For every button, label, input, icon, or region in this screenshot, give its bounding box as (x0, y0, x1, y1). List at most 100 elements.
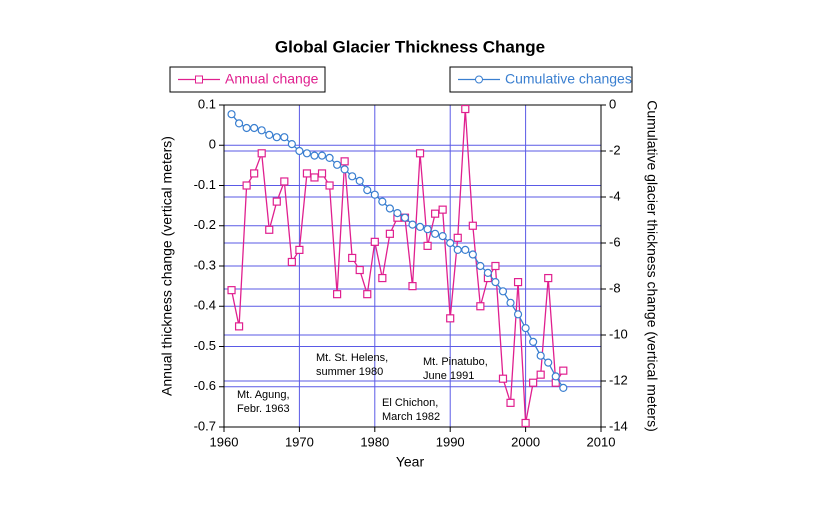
marker (544, 273, 553, 283)
marker (415, 149, 425, 158)
marker (423, 241, 432, 250)
marker (513, 278, 523, 287)
marker (257, 126, 266, 135)
annotation: Mt. Pinatubo, (423, 356, 488, 368)
legend-marker (475, 75, 483, 84)
chart-title: Global Glacier Thickness Change (275, 37, 545, 56)
marker (272, 133, 281, 142)
marker (453, 233, 462, 242)
marker (483, 268, 492, 277)
marker (521, 324, 530, 333)
marker (446, 238, 455, 248)
marker (423, 225, 432, 234)
y2-tick-label: 0 (609, 96, 616, 111)
marker (559, 383, 568, 392)
marker (325, 153, 334, 162)
marker (408, 220, 417, 229)
marker (348, 172, 357, 181)
annotation: Mt. St. Helens, (316, 352, 388, 364)
x-tick-label: 1960 (210, 434, 239, 449)
y2-axis-label: Cumulative glacier thickness change (ver… (644, 100, 660, 431)
marker (468, 250, 477, 259)
marker (513, 310, 523, 319)
y2-tick-label: -14 (609, 418, 628, 433)
marker (446, 314, 455, 323)
marker (453, 245, 462, 254)
annotation: March 1982 (382, 411, 440, 423)
marker (461, 104, 470, 114)
marker (302, 149, 312, 158)
marker (521, 418, 530, 428)
y-tick-label: -0.2 (194, 217, 216, 232)
marker (468, 221, 477, 230)
marker (265, 130, 274, 139)
marker (287, 257, 296, 267)
marker (250, 123, 259, 133)
marker (551, 372, 560, 381)
marker (370, 237, 379, 246)
marker (415, 222, 425, 231)
y-tick-label: 0.1 (198, 96, 216, 111)
marker (536, 370, 545, 379)
annotation: El Chichon, (382, 397, 438, 409)
marker (385, 229, 394, 238)
series (227, 104, 568, 428)
y-tick-label: -0.7 (194, 418, 216, 433)
marker (363, 290, 372, 299)
y2-tick-label: -8 (609, 280, 621, 295)
marker (287, 140, 296, 149)
marker (498, 287, 508, 296)
marker (491, 278, 500, 287)
annotation: Febr. 1963 (237, 403, 290, 415)
annotation: summer 1980 (316, 366, 383, 378)
y-tick-label: -0.3 (194, 257, 216, 272)
y-tick-label: 0 (209, 137, 216, 152)
marker (333, 290, 342, 299)
marker (295, 146, 304, 156)
marker (280, 133, 289, 142)
y-tick-label: -0.5 (194, 338, 216, 353)
marker (529, 378, 538, 387)
marker (310, 151, 319, 160)
marker (310, 173, 319, 182)
marker (461, 245, 470, 254)
marker (227, 286, 236, 295)
marker (355, 265, 364, 275)
plot-frame (223, 104, 602, 428)
marker (536, 351, 545, 360)
y2-tick-label: -4 (609, 188, 621, 203)
marker (234, 322, 244, 331)
marker (234, 119, 244, 128)
marker (317, 151, 327, 160)
y2-tick-label: -10 (609, 326, 628, 341)
marker (242, 181, 251, 190)
marker (272, 197, 281, 206)
marker (400, 213, 410, 222)
marker (227, 110, 236, 119)
legend-marker (195, 75, 203, 84)
x-axis-label: Year (396, 454, 425, 470)
y2-tick-label: -12 (609, 372, 628, 387)
marker (333, 160, 342, 169)
marker (340, 157, 349, 166)
marker (355, 176, 364, 185)
marker (378, 197, 387, 206)
marker (438, 232, 447, 241)
x-tick-label: 1990 (436, 434, 465, 449)
legend-label: Annual change (225, 71, 319, 87)
marker (544, 358, 553, 367)
marker (250, 169, 259, 178)
marker (529, 337, 538, 346)
y-tick-label: -0.6 (194, 378, 216, 393)
marker (280, 177, 289, 186)
marker (378, 273, 387, 283)
legend-label: Cumulative changes (505, 71, 632, 87)
marker (340, 165, 349, 174)
y2-tick-label: -6 (609, 234, 621, 249)
x-tick-label: 1970 (285, 434, 314, 449)
series (227, 110, 568, 392)
marker (370, 190, 379, 199)
y2-tick-label: -2 (609, 142, 621, 157)
marker (476, 261, 485, 271)
